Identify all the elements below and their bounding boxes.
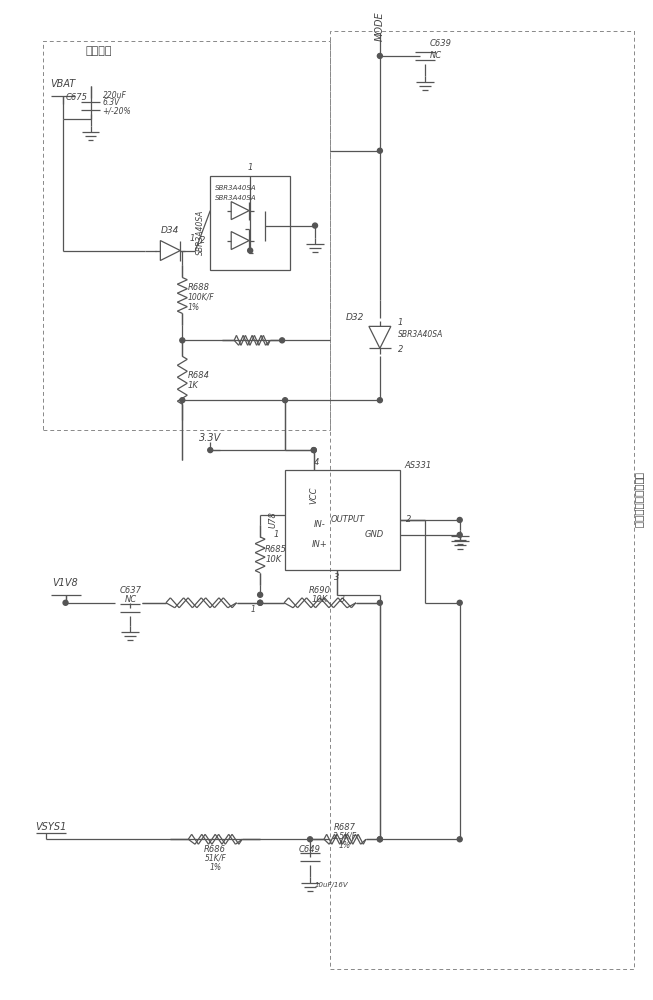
Text: C637: C637: [119, 586, 142, 595]
Circle shape: [180, 398, 185, 403]
Text: 4: 4: [314, 458, 319, 467]
Circle shape: [377, 837, 383, 842]
Text: C649: C649: [299, 845, 321, 854]
Text: VCC: VCC: [310, 486, 318, 504]
Text: SBR3A40SA: SBR3A40SA: [398, 330, 443, 339]
Circle shape: [247, 248, 253, 253]
Text: 1%: 1%: [339, 841, 351, 850]
Circle shape: [180, 338, 185, 343]
Circle shape: [258, 600, 263, 605]
Circle shape: [377, 837, 383, 842]
Text: +/-20%: +/-20%: [103, 106, 131, 115]
Text: D32: D32: [345, 313, 364, 322]
Text: 2: 2: [200, 236, 205, 245]
Circle shape: [311, 448, 316, 453]
Text: 10K: 10K: [265, 555, 281, 564]
Circle shape: [279, 338, 285, 343]
Text: 1%: 1%: [209, 863, 221, 872]
Text: 1K: 1K: [187, 381, 198, 390]
Bar: [42, 41, 330, 430]
Text: 1: 1: [247, 163, 253, 172]
Text: R684: R684: [187, 371, 210, 380]
Text: 3: 3: [334, 573, 340, 582]
Text: IN+: IN+: [311, 540, 327, 549]
Text: VSYS1: VSYS1: [35, 822, 66, 832]
Text: 钳位单元: 钳位单元: [86, 46, 112, 56]
Text: R686: R686: [204, 845, 226, 854]
Text: 10uF/16V: 10uF/16V: [315, 882, 349, 888]
Text: GND: GND: [365, 530, 384, 539]
Circle shape: [313, 223, 317, 228]
Text: C639: C639: [430, 39, 452, 48]
Text: 1%: 1%: [187, 303, 199, 312]
Circle shape: [311, 448, 316, 453]
Circle shape: [63, 600, 68, 605]
Text: NC: NC: [430, 51, 442, 60]
Text: 3.3V: 3.3V: [199, 433, 221, 443]
Text: SBR3A40SA: SBR3A40SA: [215, 185, 257, 191]
Text: 10K: 10K: [312, 595, 328, 604]
Circle shape: [377, 148, 383, 153]
Text: 6.3V: 6.3V: [103, 98, 120, 107]
Text: MODE: MODE: [375, 11, 385, 41]
Bar: [285, 470, 400, 570]
Bar: [330, 31, 634, 969]
Text: 电压监控正反馈单元: 电压监控正反馈单元: [634, 472, 645, 528]
Circle shape: [377, 600, 383, 605]
Circle shape: [258, 600, 263, 605]
Text: D34: D34: [161, 226, 180, 235]
Circle shape: [208, 448, 213, 453]
Circle shape: [457, 600, 462, 605]
Text: 2: 2: [398, 345, 403, 354]
Text: R690: R690: [309, 586, 331, 595]
Text: 2.5K/F: 2.5K/F: [333, 832, 357, 841]
Text: R685: R685: [265, 545, 287, 554]
Text: AS331: AS331: [405, 461, 432, 470]
Circle shape: [377, 398, 383, 403]
Circle shape: [457, 532, 462, 537]
Text: 100K/F: 100K/F: [187, 293, 214, 302]
Circle shape: [457, 837, 462, 842]
Text: U78: U78: [268, 512, 278, 528]
Text: NC: NC: [124, 595, 136, 604]
Circle shape: [258, 592, 263, 597]
Text: VBAT: VBAT: [50, 79, 75, 89]
Text: 51K/F: 51K/F: [204, 854, 226, 863]
Text: 3: 3: [340, 595, 345, 604]
Text: 1: 1: [274, 530, 279, 539]
Text: 1: 1: [189, 234, 195, 243]
Text: V1V8: V1V8: [53, 578, 78, 588]
Text: OUTPUT: OUTPUT: [331, 515, 365, 524]
Text: 1: 1: [398, 318, 403, 327]
Circle shape: [308, 837, 313, 842]
Circle shape: [377, 53, 383, 58]
Text: C675: C675: [65, 93, 88, 102]
Text: R687: R687: [334, 823, 356, 832]
Text: 2: 2: [406, 515, 411, 524]
Text: SBR3A40SA: SBR3A40SA: [196, 210, 205, 255]
Circle shape: [283, 398, 287, 403]
Text: 220uF: 220uF: [103, 91, 126, 100]
Text: IN-: IN-: [313, 520, 325, 529]
Text: 1: 1: [250, 605, 255, 614]
Circle shape: [457, 517, 462, 522]
Bar: [210, 176, 290, 270]
Text: SBR3A40SA: SBR3A40SA: [215, 195, 257, 201]
Text: R688: R688: [187, 283, 210, 292]
